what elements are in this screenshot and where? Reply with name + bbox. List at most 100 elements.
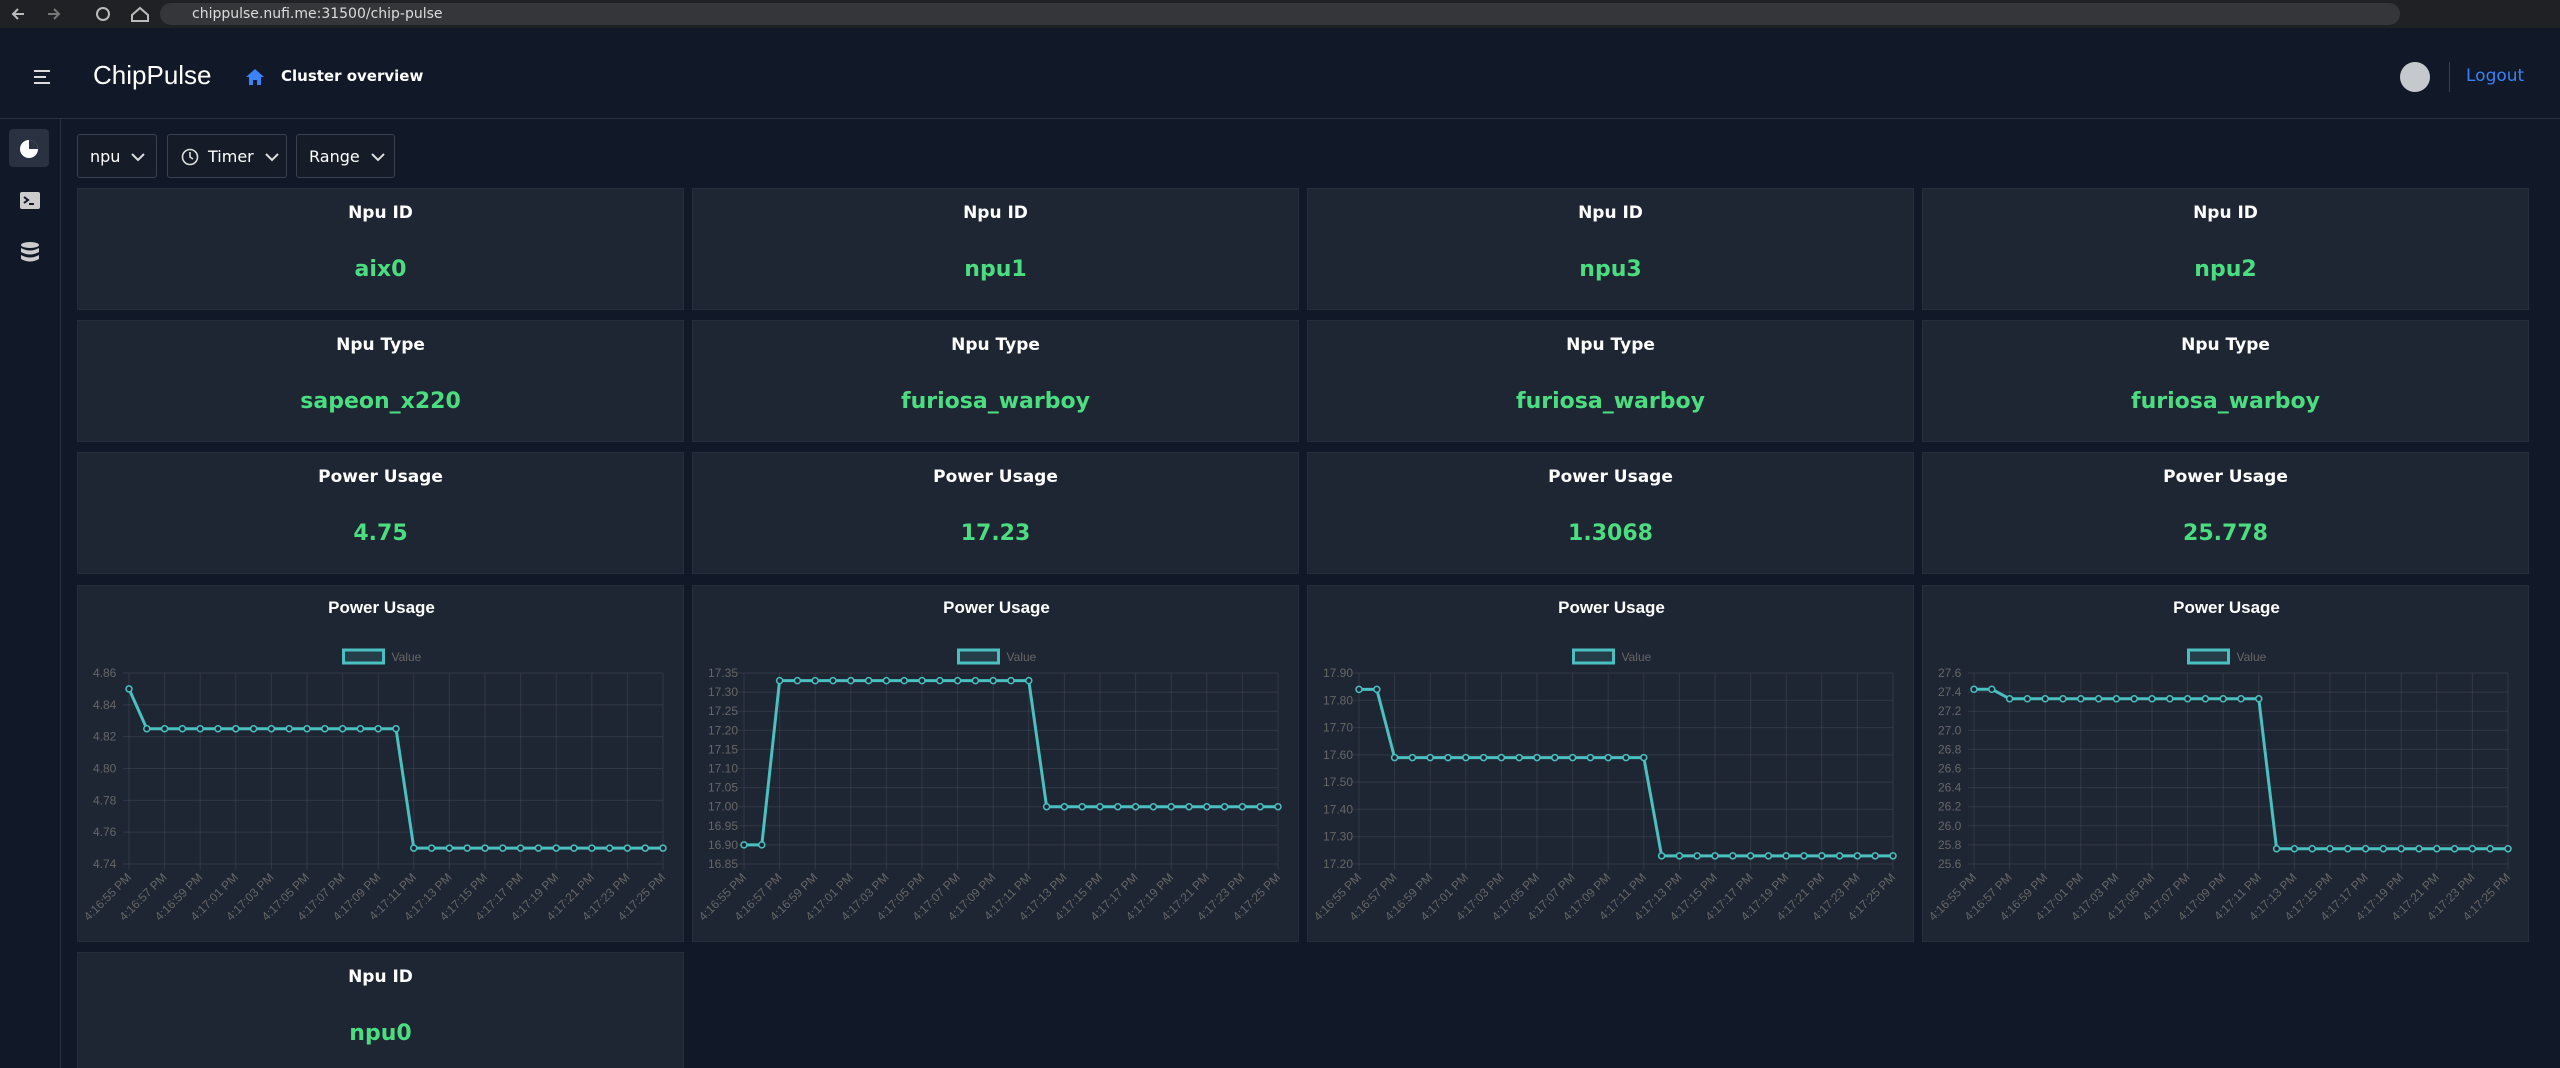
chevron (371, 153, 385, 162)
point (1800, 852, 1808, 860)
card-label: Power Usage (933, 467, 1058, 487)
y-tick-label: 17.05 (708, 781, 738, 795)
point (1444, 753, 1452, 762)
point (829, 676, 837, 685)
y-tick-label: 27.6 (1938, 666, 1962, 680)
divider (2449, 62, 2450, 92)
y-tick-label: 25.6 (1938, 857, 1962, 871)
point (1782, 852, 1790, 860)
card-value: npu2 (2194, 257, 2257, 282)
point (918, 676, 926, 685)
card-value: 1.3068 (1568, 521, 1653, 546)
legend-box (957, 648, 1000, 665)
point (2112, 695, 2121, 703)
menu-icon[interactable] (32, 68, 52, 86)
point (303, 724, 311, 733)
card-label: Power Usage (1548, 467, 1673, 487)
point (2433, 844, 2441, 853)
point (2219, 695, 2227, 703)
point (1515, 753, 1523, 762)
point (321, 724, 329, 733)
point (481, 844, 489, 852)
point (847, 676, 855, 685)
chart-title: Power Usage (1558, 598, 1665, 617)
point (1462, 753, 1470, 762)
point (1640, 753, 1648, 762)
y-tick-label: 17.30 (1323, 830, 1353, 844)
database-icon[interactable] (19, 241, 41, 265)
card-value: sapeon_x220 (300, 389, 461, 414)
y-tick-label: 17.15 (708, 742, 738, 756)
point (392, 724, 400, 733)
y-tick-label: 4.74 (93, 857, 117, 871)
card-label: Npu ID (348, 967, 413, 987)
point (285, 724, 293, 733)
y-tick-label: 17.25 (708, 704, 738, 718)
logout[interactable]: Logout (2466, 66, 2525, 86)
point (2504, 844, 2512, 853)
card-value: aix0 (354, 257, 407, 282)
home-icon (246, 69, 264, 85)
filter-label: Timer (208, 147, 254, 166)
y-tick-label: 27.2 (1938, 704, 1962, 718)
filter-dropdown[interactable]: Timer (167, 134, 287, 178)
info-card: Npu Type furiosa_warboy (1922, 320, 2529, 442)
legend-box (1572, 648, 1615, 665)
y-tick-label: 17.10 (708, 762, 738, 776)
point (356, 724, 365, 733)
y-tick-label: 17.60 (1323, 748, 1353, 762)
y-tick-label: 26.0 (1938, 819, 1962, 833)
point (2041, 695, 2049, 703)
point (2450, 844, 2459, 853)
point (2272, 844, 2281, 853)
point (516, 844, 525, 852)
point (1835, 852, 1844, 860)
point (1114, 802, 1122, 811)
point (1711, 852, 1719, 860)
chart: Power Usage Value 16.85 16.90 16.95 17.00 17.0… (696, 598, 1283, 924)
y-tick-label: 25.8 (1938, 838, 1962, 852)
filter-dropdown[interactable]: Range (296, 134, 395, 178)
point (338, 724, 347, 733)
point (2290, 844, 2299, 853)
card-label: Power Usage (318, 467, 443, 487)
chevron (131, 153, 146, 162)
info-card: Npu Type furiosa_warboy (1307, 320, 1914, 442)
brand[interactable]: ChipPulse (93, 60, 212, 90)
nav-buttons[interactable] (10, 4, 150, 24)
card-label: Npu Type (951, 335, 1040, 355)
avatar[interactable] (2398, 60, 2432, 94)
point (793, 676, 802, 685)
y-tick-label: 4.80 (93, 762, 117, 776)
chevron-path (131, 153, 146, 162)
y-tick-label: 26.8 (1938, 742, 1962, 756)
y-tick-label: 17.35 (708, 666, 738, 680)
point (1970, 685, 1978, 693)
y-tick-label: 17.80 (1323, 693, 1353, 707)
point (2468, 844, 2477, 853)
point (1256, 802, 1264, 811)
y-tick-label: 16.90 (708, 838, 738, 852)
point (2397, 844, 2405, 853)
info-card: Power Usage 4.75 (77, 452, 684, 574)
point (1675, 852, 1684, 860)
filter-dropdown[interactable]: npu (77, 134, 157, 178)
breadcrumb[interactable]: Cluster overview (281, 67, 424, 85)
point (2237, 695, 2245, 703)
url[interactable]: chippulse.nufi.me:31500/chip-pulse (160, 3, 2400, 25)
terminal-icon[interactable] (19, 191, 41, 211)
point (2130, 695, 2138, 703)
point (1274, 802, 1282, 811)
dashboard-icon[interactable] (18, 138, 40, 160)
point (267, 724, 276, 733)
point (623, 844, 632, 852)
point (1167, 802, 1175, 811)
app-bar (0, 28, 2560, 119)
legend-label: Value (1622, 650, 1652, 664)
y-tick-label: 17.30 (708, 685, 738, 699)
chart: Power Usage Value 25.6 25.8 26.0 26.2 26.4 26.6… (1926, 598, 2513, 924)
clock-hands (189, 152, 194, 160)
info-card: Npu ID npu2 (1922, 188, 2529, 310)
point (552, 844, 560, 852)
point (1586, 753, 1595, 762)
